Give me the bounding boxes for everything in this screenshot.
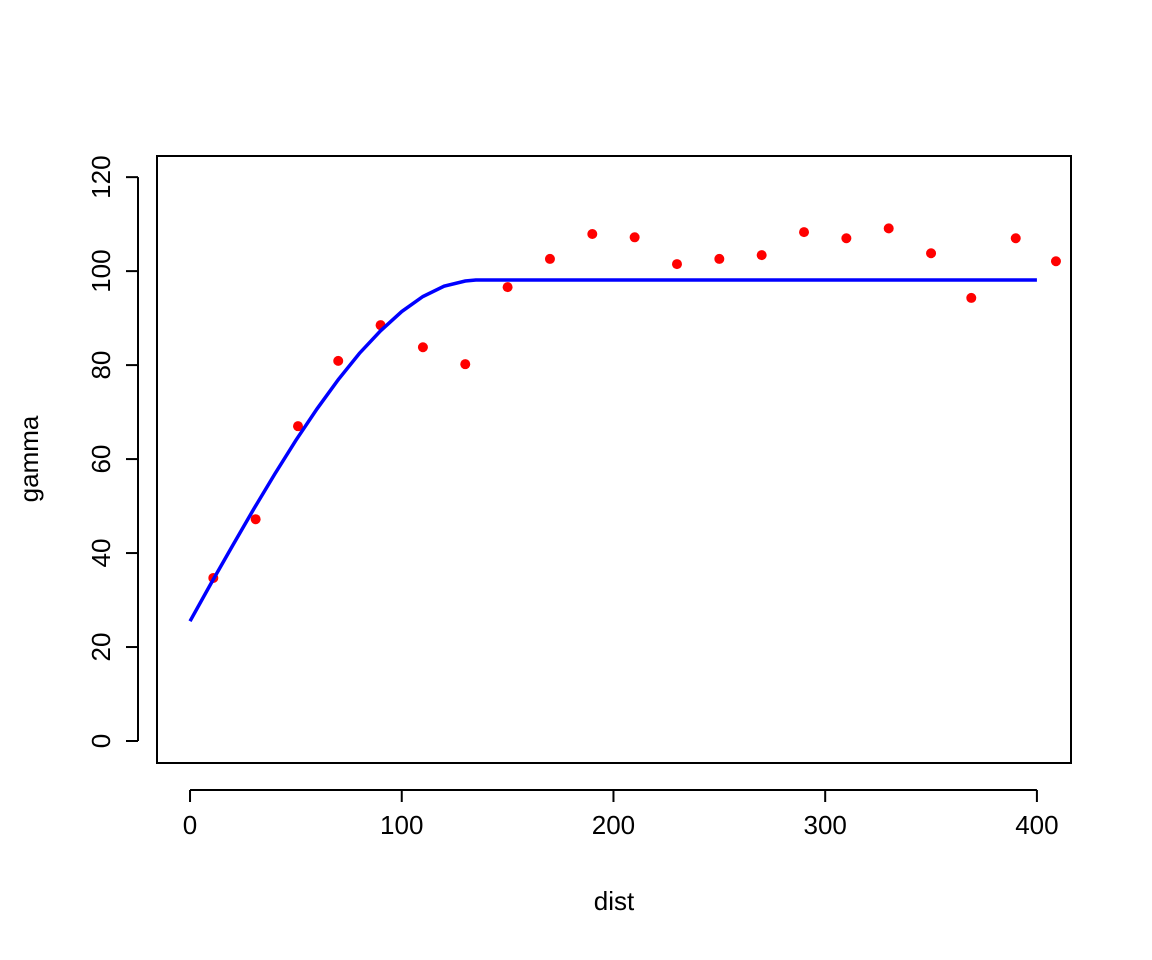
point <box>799 227 810 238</box>
point <box>1050 256 1061 267</box>
y-tick-label: 120 <box>86 155 116 198</box>
point <box>460 359 471 370</box>
y-tick-label: 0 <box>86 734 116 748</box>
point <box>502 282 513 293</box>
x-tick-label: 200 <box>592 810 635 840</box>
point <box>629 232 640 243</box>
x-axis-label: dist <box>594 886 635 916</box>
point <box>587 229 598 240</box>
point <box>883 223 894 234</box>
point <box>250 514 261 525</box>
plot-box <box>156 155 1072 764</box>
x-tick-label: 100 <box>380 810 423 840</box>
point <box>841 233 852 244</box>
x-tick-label: 400 <box>1015 810 1058 840</box>
y-tick-label: 20 <box>86 633 116 662</box>
y-tick-label: 100 <box>86 249 116 292</box>
y-axis-label: gamma <box>14 415 44 502</box>
y-tick-label: 80 <box>86 351 116 380</box>
x-tick-label: 0 <box>183 810 197 840</box>
point <box>333 355 344 366</box>
point <box>293 421 304 432</box>
model-line <box>188 278 1037 623</box>
point <box>926 248 937 259</box>
point <box>671 259 682 270</box>
y-tick-label: 40 <box>86 539 116 568</box>
point <box>966 292 977 303</box>
point <box>417 342 428 353</box>
point <box>544 253 555 264</box>
point <box>1010 233 1021 244</box>
point <box>714 253 725 264</box>
x-tick-label: 300 <box>803 810 846 840</box>
y-tick-label: 60 <box>86 445 116 474</box>
point <box>756 250 767 261</box>
